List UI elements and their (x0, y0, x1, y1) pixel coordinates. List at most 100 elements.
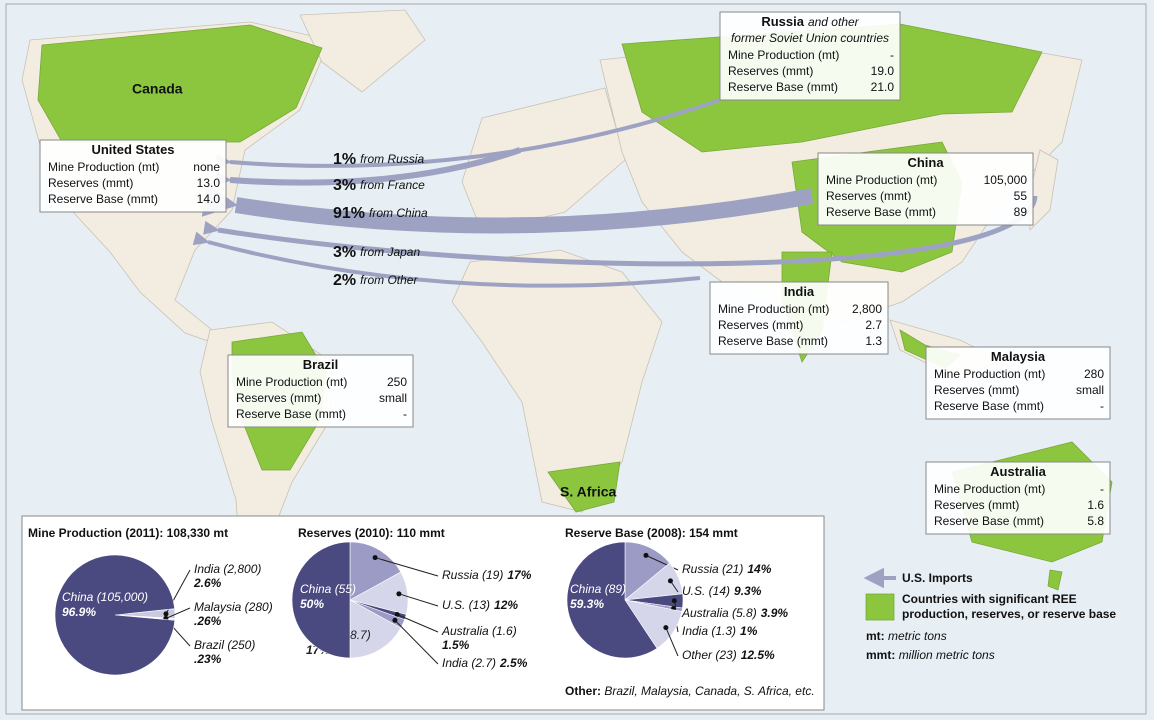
pie-title: Mine Production (2011): 108,330 mt (28, 526, 228, 540)
import-label: 2% from Other (333, 272, 418, 289)
row-value: small (379, 391, 407, 405)
pie-slice (349, 599, 402, 659)
slice-value: 12.5% (741, 648, 775, 662)
row-label: Reserves (mmt) (934, 383, 1019, 397)
import-source: from Other (360, 273, 418, 287)
slice-label-group: India (2.7) 2.5% (442, 656, 528, 670)
slice-value: 1% (740, 624, 758, 638)
box-subtitle: former Soviet Union countries (731, 31, 889, 45)
row-value: 1.6 (1087, 498, 1104, 512)
box-title-text: India (784, 284, 815, 299)
row-label: Reserves (mmt) (934, 498, 1019, 512)
slice-label: Russia (19) (442, 568, 503, 582)
import-label: 3% from France (333, 177, 425, 194)
row-value: 19.0 (871, 64, 895, 78)
box-title-text: Russia (761, 14, 804, 29)
row-label: Mine Production (mt) (48, 160, 159, 174)
row-label: Reserve Base (mmt) (236, 407, 346, 421)
import-share: 2% (333, 272, 356, 289)
slice-label: China (55) (300, 582, 356, 596)
pie-note: Other: Brazil, Malaysia, Canada, S. Afri… (565, 684, 815, 698)
info-box (39, 139, 227, 213)
import-arrows (192, 98, 1038, 288)
box-title: China (907, 155, 944, 170)
slice-label-group: Brazil (250) (194, 638, 255, 652)
row-value: 2,800 (852, 302, 882, 316)
leader-dot (671, 598, 677, 604)
row-value: 55 (1014, 189, 1028, 203)
row-value: 250 (387, 375, 407, 389)
row-label: Reserve Base (mmt) (934, 514, 1044, 528)
leader-dot (372, 555, 378, 561)
import-source: from Japan (360, 245, 420, 259)
row-value: none (193, 160, 220, 174)
legend-label: U.S. Imports (902, 571, 973, 585)
slice-value: 14% (747, 562, 771, 576)
slice-label: India (1.3) (682, 624, 736, 638)
leader-line (165, 607, 191, 619)
row-value: 89 (1014, 205, 1028, 219)
slice-value: .23% (194, 652, 222, 666)
row-value: 1.3 (865, 334, 882, 348)
country-label: S. Africa (560, 484, 616, 500)
row-label: Reserve Base (mmt) (826, 205, 936, 219)
leader-line (665, 627, 679, 657)
slice-label-group: Australia (1.6) (441, 624, 517, 638)
slice-label: Australia (5.8) (681, 606, 757, 620)
row-value: 105,000 (984, 173, 1028, 187)
slice-value: 1.5% (442, 638, 470, 652)
row-label: Mine Production (mt) (236, 375, 347, 389)
box-title: Brazil (303, 357, 338, 372)
row-value: - (890, 48, 894, 62)
box-title-text: Malaysia (991, 349, 1046, 364)
row-value: 13.0 (197, 176, 221, 190)
pie-slice (54, 554, 176, 676)
leader-dot (663, 625, 669, 631)
leader-dot (392, 617, 398, 623)
info-box (925, 461, 1111, 535)
row-label: Reserves (mmt) (826, 189, 911, 203)
pie-title: Reserve Base (2008): 154 mmt (565, 526, 738, 540)
legend: U.S. Imports Countries with significant … (863, 567, 1116, 662)
slice-value: 17% (507, 568, 531, 582)
slice-value: 96.9% (62, 605, 96, 619)
row-label: Reserve Base (mmt) (718, 334, 828, 348)
slice-label: U.S. (13) (442, 598, 490, 612)
import-arrow (215, 98, 721, 168)
info-box (719, 11, 901, 101)
info-box (925, 346, 1111, 420)
info-box (817, 152, 1034, 226)
legend-swatch (865, 593, 895, 621)
import-label: 3% from Japan (333, 244, 420, 261)
slice-label: Australia (1.6) (441, 624, 517, 638)
box-title: India (784, 284, 815, 299)
row-label: Mine Production (mt) (728, 48, 839, 62)
row-label: Reserves (mmt) (236, 391, 321, 405)
slice-value: 50% (300, 597, 324, 611)
row-label: Reserves (mmt) (48, 176, 133, 190)
slice-label-group: Australia (5.8) 3.9% (681, 606, 788, 620)
import-share: 3% (333, 177, 356, 194)
slice-value: 2.6% (193, 576, 222, 590)
slice-label: Russia (21) (682, 562, 743, 576)
row-label: Reserve Base (mmt) (934, 399, 1044, 413)
pie-slice (624, 541, 671, 601)
import-arrow (203, 195, 1038, 267)
slice-label-group: India (2,800) (194, 562, 261, 576)
slice-label: China (105,000) (62, 590, 148, 604)
leader-dot (163, 611, 169, 617)
leader-dot (394, 611, 400, 617)
row-value: - (1100, 399, 1104, 413)
import-label: 1% from Russia (333, 151, 424, 168)
legend-label: production, reserves, or reserve base (902, 607, 1116, 621)
row-value: - (403, 407, 407, 421)
box-title: United States (91, 142, 174, 157)
slice-label-group: Other (23) 12.5% (682, 648, 775, 662)
row-value: - (1100, 482, 1104, 496)
slice-label: India (2.7) (442, 656, 496, 670)
slice-label-group: U.S. (13) 12% (442, 598, 518, 612)
info-box (709, 281, 889, 355)
leader-line (398, 593, 439, 607)
slice-value: 3.9% (761, 606, 789, 620)
